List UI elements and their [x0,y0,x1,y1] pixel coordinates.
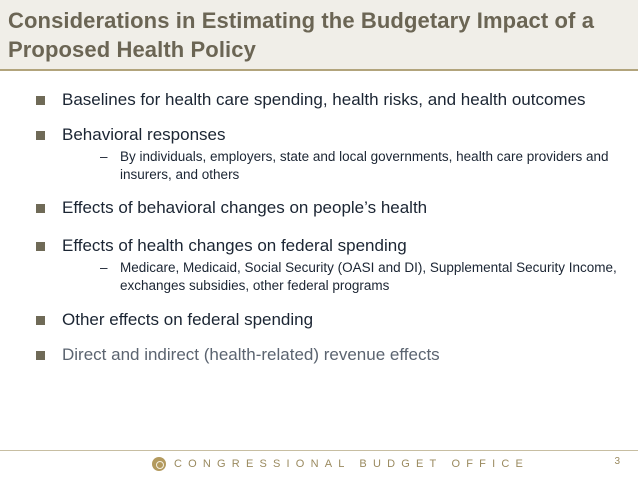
dash-icon: – [100,260,108,275]
title-band [0,0,638,69]
bullet-item: Baselines for health care spending, heal… [30,89,620,111]
bullet-item: Effects of behavioral changes on people’… [30,197,620,219]
sub-bullet-item: – Medicare, Medicaid, Social Security (O… [62,259,620,295]
bullet-item: Direct and indirect (health-related) rev… [30,344,620,366]
sub-bullet-item: – By individuals, employers, state and l… [62,148,620,184]
bullet-text: Baselines for health care spending, heal… [62,90,586,109]
square-bullet-icon [36,96,45,105]
square-bullet-icon [36,204,45,213]
dash-icon: – [100,149,108,164]
bullet-text: Effects of behavioral changes on people’… [62,198,428,217]
footer-divider [0,450,638,451]
square-bullet-icon [36,316,45,325]
square-bullet-icon [36,242,45,251]
footer-organization: CONGRESSIONAL BUDGET OFFICE [174,458,530,470]
bullet-text: Behavioral responses [62,125,226,144]
bullet-item: Behavioral responses – By individuals, e… [30,124,620,184]
sub-bullet-text: Medicare, Medicaid, Social Security (OAS… [120,260,617,293]
bullet-item: Other effects on federal spending [30,309,620,331]
square-bullet-icon [36,351,45,360]
bullet-item: Effects of health changes on federal spe… [30,235,620,295]
cbo-logo-icon [152,457,166,471]
slide-title: Considerations in Estimating the Budgeta… [8,8,595,62]
bullet-list: Baselines for health care spending, heal… [30,89,620,366]
title-divider [0,69,638,71]
page-number: 3 [614,456,620,467]
square-bullet-icon [36,131,45,140]
sub-bullet-text: By individuals, employers, state and loc… [120,149,609,182]
bullet-text: Effects of health changes on federal spe… [62,236,407,255]
bullet-text: Other effects on federal spending [62,310,314,329]
bullet-text: Direct and indirect (health-related) rev… [62,345,440,364]
